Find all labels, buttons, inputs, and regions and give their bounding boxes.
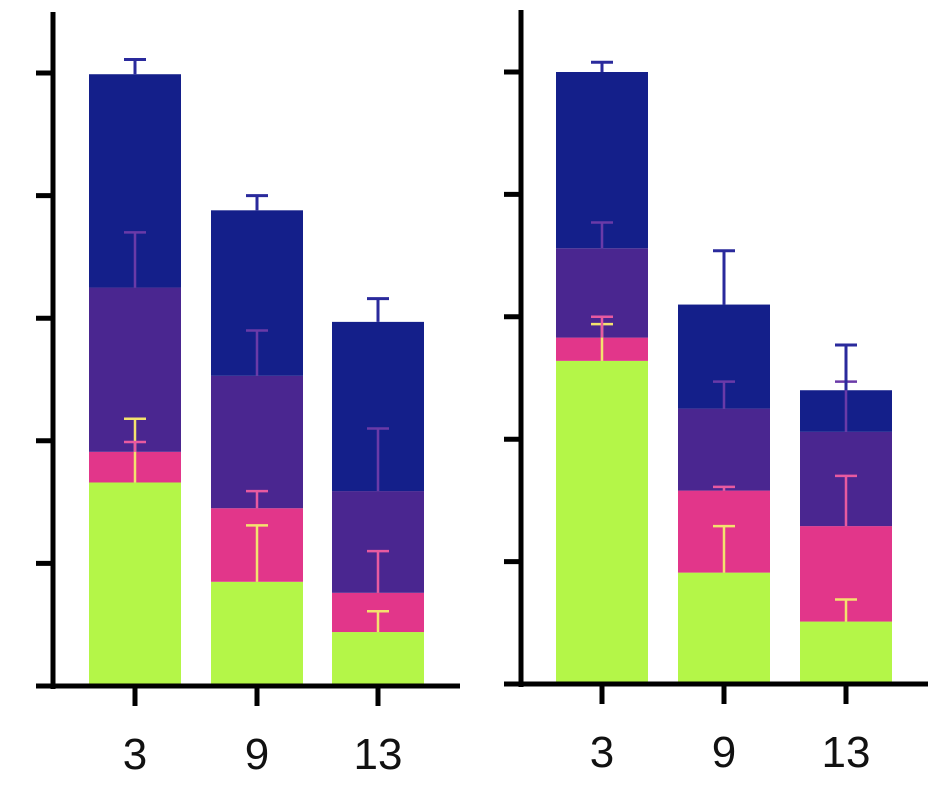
error-bar-segment-2-3 bbox=[124, 440, 146, 452]
x-tick-label-9: 9 bbox=[712, 728, 736, 777]
x-tick-label-3: 3 bbox=[123, 730, 147, 779]
error-bar-segment-3-3 bbox=[591, 221, 613, 249]
bar-segment-segment-1-9 bbox=[678, 572, 770, 684]
error-bar-segment-3-9 bbox=[713, 380, 735, 409]
x-tick-label-13: 13 bbox=[354, 730, 403, 779]
error-bar-segment-2-9 bbox=[713, 485, 735, 491]
error-bar-segment-2-3 bbox=[591, 315, 613, 338]
error-bar-segment-3-3 bbox=[124, 231, 146, 288]
error-bar-segment-4-9 bbox=[246, 194, 268, 211]
error-bar-segment-2-13 bbox=[835, 474, 857, 527]
error-bar-segment-2-13 bbox=[367, 549, 389, 593]
x-tick-label-9: 9 bbox=[245, 730, 269, 779]
bar-segment-segment-4-3 bbox=[556, 72, 648, 249]
error-bar-segment-4-9 bbox=[713, 249, 735, 305]
bar-segment-segment-1-9 bbox=[211, 581, 303, 686]
right-panel: 3 9 13 bbox=[504, 10, 928, 777]
error-bar-segment-3-13 bbox=[367, 427, 389, 492]
error-bar-segment-1-9 bbox=[246, 524, 268, 582]
error-bar-segment-4-3 bbox=[124, 58, 146, 75]
bar-segment-segment-3-9 bbox=[678, 408, 770, 491]
bar-segment-segment-1-13 bbox=[332, 632, 424, 686]
left-panel: 3 9 13 bbox=[36, 12, 460, 779]
bar-segment-segment-1-13 bbox=[800, 621, 892, 684]
error-bar-segment-4-13 bbox=[835, 343, 857, 391]
error-bar-segment-1-13 bbox=[367, 609, 389, 633]
error-bar-segment-1-13 bbox=[835, 598, 857, 622]
x-tick-label-3: 3 bbox=[590, 728, 614, 777]
error-bar-segment-4-3 bbox=[591, 60, 613, 72]
bar-segment-segment-1-3 bbox=[556, 360, 648, 684]
bar-segment-segment-1-3 bbox=[89, 482, 181, 686]
error-bar-segment-1-9 bbox=[713, 524, 735, 573]
error-bar-segment-3-9 bbox=[246, 329, 268, 376]
bar-segment-segment-3-9 bbox=[211, 375, 303, 509]
error-bar-segment-2-9 bbox=[246, 489, 268, 509]
error-bar-segment-4-13 bbox=[367, 297, 389, 322]
x-tick-label-13: 13 bbox=[822, 728, 871, 777]
